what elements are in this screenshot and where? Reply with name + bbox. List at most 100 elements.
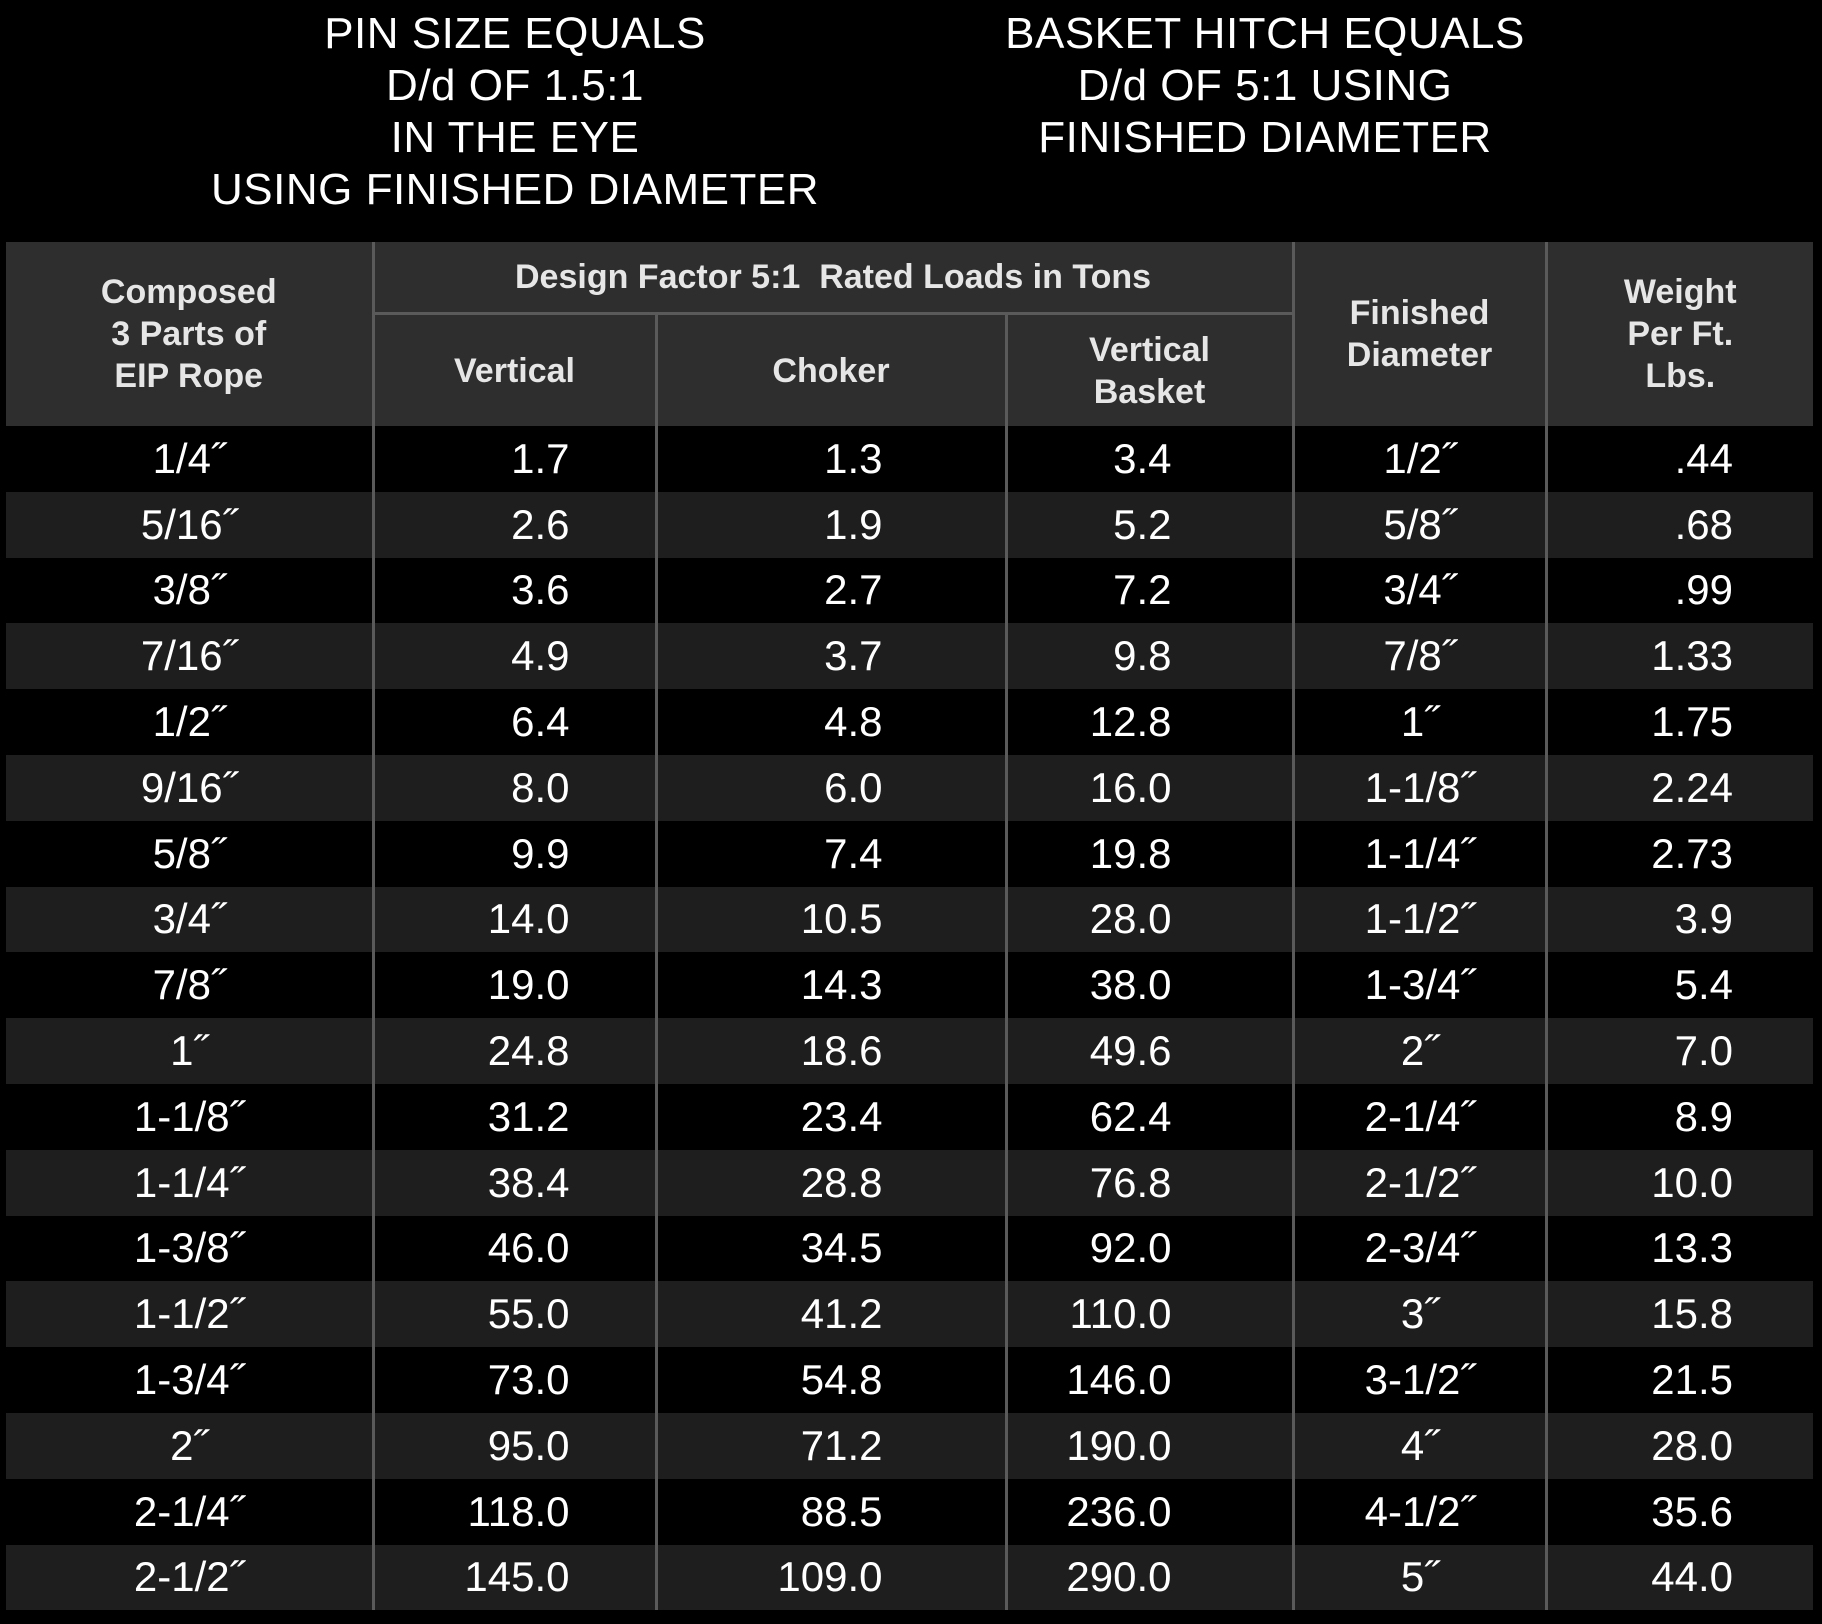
cell-vertical-basket: 62.4 — [1006, 1083, 1295, 1150]
cell-vertical: 145.0 — [373, 1544, 658, 1611]
table-row: 1-3/8˝ 46.0 34.5 92.0 2-3/4˝ 13.3 — [6, 1215, 1814, 1282]
cell-composed-size: 9/16˝ — [6, 754, 375, 821]
cell-finished-diameter: 3/4˝ — [1293, 557, 1548, 624]
pin-size-note: PIN SIZE EQUALS D/d OF 1.5:1 IN THE EYE … — [115, 8, 915, 216]
cell-weight: .44 — [1546, 426, 1814, 492]
header-line: Lbs. — [1645, 357, 1716, 395]
cell-weight: 5.4 — [1546, 952, 1814, 1019]
cell-choker: 18.6 — [656, 1018, 1008, 1084]
cell-composed-size: 7/16˝ — [6, 623, 375, 690]
header-line: Finished — [1349, 294, 1490, 332]
cell-finished-diameter: 4-1/2˝ — [1293, 1478, 1548, 1545]
note-line: BASKET HITCH EQUALS — [1005, 9, 1525, 58]
cell-vertical-basket: 49.6 — [1006, 1018, 1295, 1084]
cell-vertical: 19.0 — [373, 952, 658, 1019]
cell-composed-size: 3/8˝ — [6, 557, 375, 624]
rated-loads-table: Composed 3 Parts of EIP Rope Design Fact… — [6, 242, 1814, 1611]
table-row: 1-1/4˝ 38.4 28.8 76.8 2-1/2˝ 10.0 — [6, 1149, 1814, 1216]
cell-vertical: 95.0 — [373, 1412, 658, 1479]
table-body: 1/4˝ 1.7 1.3 3.4 1/2˝ .44 5/16˝ 2.6 1.9 5.2 5/8˝ .6… — [6, 426, 1814, 1611]
cell-choker: 2.7 — [656, 557, 1008, 624]
cell-vertical-basket: 12.8 — [1006, 689, 1295, 755]
cell-finished-diameter: 1-1/8˝ — [1293, 754, 1548, 821]
cell-choker: 14.3 — [656, 952, 1008, 1019]
cell-weight: 13.3 — [1546, 1215, 1814, 1282]
cell-choker: 3.7 — [656, 623, 1008, 690]
cell-finished-diameter: 5/8˝ — [1293, 491, 1548, 558]
cell-weight: 2.24 — [1546, 754, 1814, 821]
cell-vertical: 14.0 — [373, 886, 658, 953]
header-row: Composed 3 Parts of EIP Rope Design Fact… — [6, 242, 1814, 426]
cell-choker: 7.4 — [656, 820, 1008, 887]
cell-choker: 23.4 — [656, 1083, 1008, 1150]
table-row: 1-1/8˝ 31.2 23.4 62.4 2-1/4˝ 8.9 — [6, 1083, 1814, 1150]
cell-choker: 28.8 — [656, 1149, 1008, 1216]
cell-finished-diameter: 2-1/2˝ — [1293, 1149, 1548, 1216]
cell-vertical-basket: 28.0 — [1006, 886, 1295, 953]
cell-vertical-basket: 290.0 — [1006, 1544, 1295, 1611]
cell-finished-diameter: 1˝ — [1293, 689, 1548, 755]
cell-vertical: 55.0 — [373, 1281, 658, 1348]
header-composed: Composed 3 Parts of EIP Rope — [6, 242, 375, 426]
cell-composed-size: 1-3/4˝ — [6, 1347, 375, 1413]
cell-vertical-basket: 9.8 — [1006, 623, 1295, 690]
header-choker: Choker — [656, 313, 1008, 426]
cell-finished-diameter: 1-1/4˝ — [1293, 820, 1548, 887]
cell-finished-diameter: 2˝ — [1293, 1018, 1548, 1084]
cell-vertical-basket: 146.0 — [1006, 1347, 1295, 1413]
cell-composed-size: 2˝ — [6, 1412, 375, 1479]
cell-composed-size: 1˝ — [6, 1018, 375, 1084]
cell-weight: 15.8 — [1546, 1281, 1814, 1348]
table-row: 1˝ 24.8 18.6 49.6 2˝ 7.0 — [6, 1018, 1814, 1084]
cell-vertical-basket: 92.0 — [1006, 1215, 1295, 1282]
cell-vertical: 1.7 — [373, 426, 658, 492]
cell-vertical-basket: 5.2 — [1006, 491, 1295, 558]
table-row: 5/16˝ 2.6 1.9 5.2 5/8˝ .68 — [6, 491, 1814, 558]
cell-choker: 1.3 — [656, 426, 1008, 492]
header-weight: Weight Per Ft. Lbs. — [1546, 242, 1814, 426]
note-line: IN THE EYE — [390, 113, 640, 162]
cell-finished-diameter: 7/8˝ — [1293, 623, 1548, 690]
cell-vertical: 2.6 — [373, 491, 658, 558]
header-line: Weight — [1623, 273, 1737, 311]
note-line: D/d OF 5:1 USING — [1077, 61, 1453, 110]
cell-vertical: 6.4 — [373, 689, 658, 755]
cell-composed-size: 3/4˝ — [6, 886, 375, 953]
header-line: 3 Parts of — [111, 315, 267, 353]
cell-choker: 4.8 — [656, 689, 1008, 755]
cell-weight: 2.73 — [1546, 820, 1814, 887]
header-line: Per Ft. — [1627, 315, 1734, 353]
cell-finished-diameter: 2-1/4˝ — [1293, 1083, 1548, 1150]
cell-composed-size: 5/8˝ — [6, 820, 375, 887]
cell-weight: 35.6 — [1546, 1478, 1814, 1545]
table-row: 3/8˝ 3.6 2.7 7.2 3/4˝ .99 — [6, 557, 1814, 624]
table-row: 1-1/2˝ 55.0 41.2 110.0 3˝ 15.8 — [6, 1281, 1814, 1348]
cell-composed-size: 1-3/8˝ — [6, 1215, 375, 1282]
cell-finished-diameter: 1/2˝ — [1293, 426, 1548, 492]
note-line: D/d OF 1.5:1 — [386, 61, 644, 110]
cell-finished-diameter: 1-3/4˝ — [1293, 952, 1548, 1019]
cell-composed-size: 1-1/2˝ — [6, 1281, 375, 1348]
cell-composed-size: 1/2˝ — [6, 689, 375, 755]
cell-composed-size: 1-1/8˝ — [6, 1083, 375, 1150]
header-line: Vertical — [1089, 330, 1210, 369]
cell-composed-size: 1/4˝ — [6, 426, 375, 492]
note-line: USING FINISHED DIAMETER — [211, 165, 819, 214]
header-line: Composed — [100, 273, 277, 311]
note-line: PIN SIZE EQUALS — [324, 9, 706, 58]
cell-choker: 88.5 — [656, 1478, 1008, 1545]
cell-vertical: 46.0 — [373, 1215, 658, 1282]
cell-vertical: 3.6 — [373, 557, 658, 624]
cell-finished-diameter: 4˝ — [1293, 1412, 1548, 1479]
cell-vertical: 9.9 — [373, 820, 658, 887]
header-finished-diameter: Finished Diameter — [1293, 242, 1548, 426]
cell-vertical-basket: 7.2 — [1006, 557, 1295, 624]
header-line: Diameter — [1346, 336, 1493, 374]
cell-finished-diameter: 2-3/4˝ — [1293, 1215, 1548, 1282]
cell-finished-diameter: 5˝ — [1293, 1544, 1548, 1611]
header-vertical: Vertical — [373, 313, 658, 426]
cell-vertical-basket: 110.0 — [1006, 1281, 1295, 1348]
table-row: 9/16˝ 8.0 6.0 16.0 1-1/8˝ 2.24 — [6, 754, 1814, 821]
cell-vertical: 8.0 — [373, 754, 658, 821]
cell-composed-size: 2-1/4˝ — [6, 1478, 375, 1545]
